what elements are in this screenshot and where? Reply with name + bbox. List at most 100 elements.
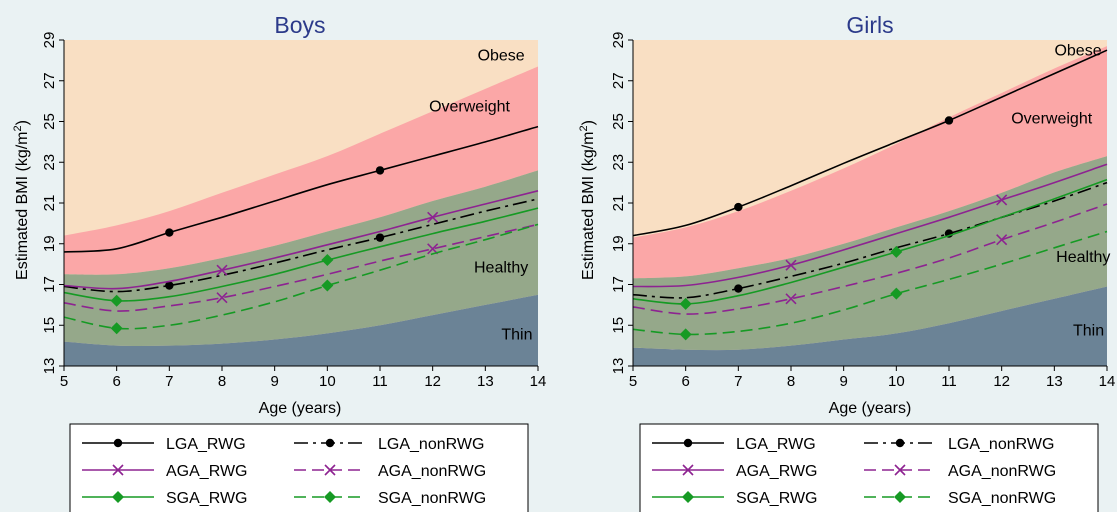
x-tick-label: 13 [1046, 373, 1063, 390]
x-tick-label: 7 [165, 373, 173, 390]
zone-thin [633, 286, 1107, 366]
legend-marker-sga-nonrwg [894, 491, 906, 503]
y-tick-label: 15 [41, 317, 58, 334]
legend-label-sga-rwg: SGA_RWG [166, 490, 248, 507]
legend-marker-aga-nonrwg [324, 464, 336, 476]
y-tick-label: 21 [41, 195, 58, 212]
zone-overweight [64, 66, 538, 275]
legend-marker-lga-rwg [683, 438, 693, 448]
point-lga-nonrwg [165, 281, 174, 290]
zone-label-overweight: Overweight [1011, 111, 1092, 128]
series-line-lga-nonrwg [632, 181, 1108, 299]
legend: LGA_RWG LGA_nonRWG AGA_RWG AGA_nonRWG SGA_RW… [69, 423, 529, 512]
legend-marker-aga-rwg [112, 464, 124, 476]
x-tick-label: 11 [372, 373, 388, 390]
point-sga-nonrwg [890, 287, 903, 300]
series-lines [63, 125, 539, 335]
x-tick-label: 12 [993, 373, 1010, 390]
point-lga-rwg [375, 166, 385, 175]
point-sga-rwg [890, 245, 903, 258]
series-line-sga-rwg [632, 178, 1108, 305]
point-lga-rwg [165, 228, 174, 237]
series-line-aga-nonrwg [63, 223, 539, 312]
x-tick-label: 7 [734, 373, 742, 390]
legend-label-lga-rwg: LGA_RWG [736, 436, 816, 453]
y-tick-label: 25 [610, 113, 627, 130]
x-tick-label: 11 [941, 373, 957, 390]
zone-label-healthy: Healthy [474, 259, 528, 276]
x-tick-label: 10 [319, 373, 336, 390]
y-tick-label: 29 [610, 32, 627, 49]
series-line-aga-nonrwg [632, 203, 1108, 315]
legend-marker-lga-nonrwg [325, 438, 335, 448]
x-tick-label: 5 [629, 373, 637, 390]
y-tick-label: 13 [610, 358, 627, 375]
legend-label-lga-nonrwg: LGA_nonRWG [378, 436, 484, 453]
x-tick-label: 14 [530, 373, 547, 390]
series-line-aga-rwg [632, 163, 1108, 288]
point-sga-nonrwg [679, 328, 692, 341]
legend-label-sga-nonrwg: SGA_nonRWG [948, 490, 1056, 507]
zone-labels: Obese Overweight Healthy Thin [1011, 42, 1110, 339]
zone-label-obese: Obese [1054, 42, 1101, 59]
zone-label-healthy: Healthy [1056, 249, 1110, 266]
point-sga-rwg [110, 294, 123, 307]
legend-marker-sga-rwg [682, 491, 694, 503]
y-tick-label: 29 [41, 32, 58, 49]
series-line-aga-rwg [63, 190, 539, 290]
point-lga-nonrwg [734, 284, 743, 293]
y-tick-label: 15 [610, 317, 627, 334]
legend-marker-aga-rwg [682, 464, 694, 476]
y-tick-label: 27 [41, 72, 58, 89]
point-aga-nonrwg [216, 292, 228, 304]
bmi-zones [633, 40, 1107, 366]
legend-label-lga-rwg: LGA_RWG [166, 436, 246, 453]
point-aga-rwg [216, 264, 228, 276]
x-tick-label: 14 [1099, 373, 1116, 390]
zone-label-obese: Obese [478, 47, 525, 64]
legend-label-aga-rwg: AGA_RWG [166, 463, 248, 480]
legend: LGA_RWG LGA_nonRWG AGA_RWG AGA_nonRWG SGA_RW… [639, 423, 1099, 512]
x-tick-label: 10 [888, 373, 905, 390]
x-tick-label: 5 [60, 373, 68, 390]
legend-label-lga-nonrwg: LGA_nonRWG [948, 436, 1054, 453]
y-tick-label: 13 [41, 358, 58, 375]
point-lga-rwg [944, 116, 954, 125]
zone-label-thin: Thin [1073, 322, 1104, 339]
x-tick-label: 9 [270, 373, 278, 390]
point-sga-rwg [321, 254, 334, 267]
point-sga-nonrwg [321, 279, 334, 292]
y-axis-label: Estimated BMI (kg/m2) [12, 120, 31, 280]
series-line-sga-rwg [63, 207, 539, 302]
x-tick-label: 8 [218, 373, 226, 390]
point-lga-rwg [734, 202, 743, 212]
legend-label-aga-rwg: AGA_RWG [736, 463, 818, 480]
legend-label-aga-nonrwg: AGA_nonRWG [948, 463, 1056, 480]
x-axis-label: Age (years) [829, 400, 912, 417]
legend-label-aga-nonrwg: AGA_nonRWG [378, 463, 486, 480]
series-line-lga-rwg [632, 49, 1108, 237]
zone-labels: Obese Overweight Healthy Thin [429, 47, 532, 343]
y-tick-label: 19 [41, 235, 58, 252]
zone-label-thin: Thin [501, 327, 532, 344]
y-tick-label: 21 [610, 195, 627, 212]
zone-thin [64, 294, 538, 366]
series-line-sga-nonrwg [632, 230, 1108, 336]
zone-healthy [64, 170, 538, 347]
point-aga-rwg [996, 194, 1008, 206]
legend-marker-sga-nonrwg [324, 491, 336, 503]
bmi-zones [64, 40, 538, 366]
y-tick-label: 25 [41, 113, 58, 130]
chart-title: Boys [274, 12, 325, 38]
girls-chart: Girls Estimated BMI (kg/m2) Age (years) … [578, 12, 1115, 512]
x-tick-label: 12 [424, 373, 441, 390]
legend-marker-sga-rwg [112, 491, 124, 503]
y-tick-label: 17 [610, 276, 627, 293]
series-lines [632, 49, 1108, 341]
series-line-sga-nonrwg [63, 223, 539, 330]
point-aga-rwg [427, 211, 439, 223]
legend-marker-aga-nonrwg [894, 464, 906, 476]
y-tick-label: 19 [610, 235, 627, 252]
axes: 5 6 7 8 9 10 11 12 13 14 13 15 17 19 21 23 25 27 29 [610, 32, 1115, 390]
